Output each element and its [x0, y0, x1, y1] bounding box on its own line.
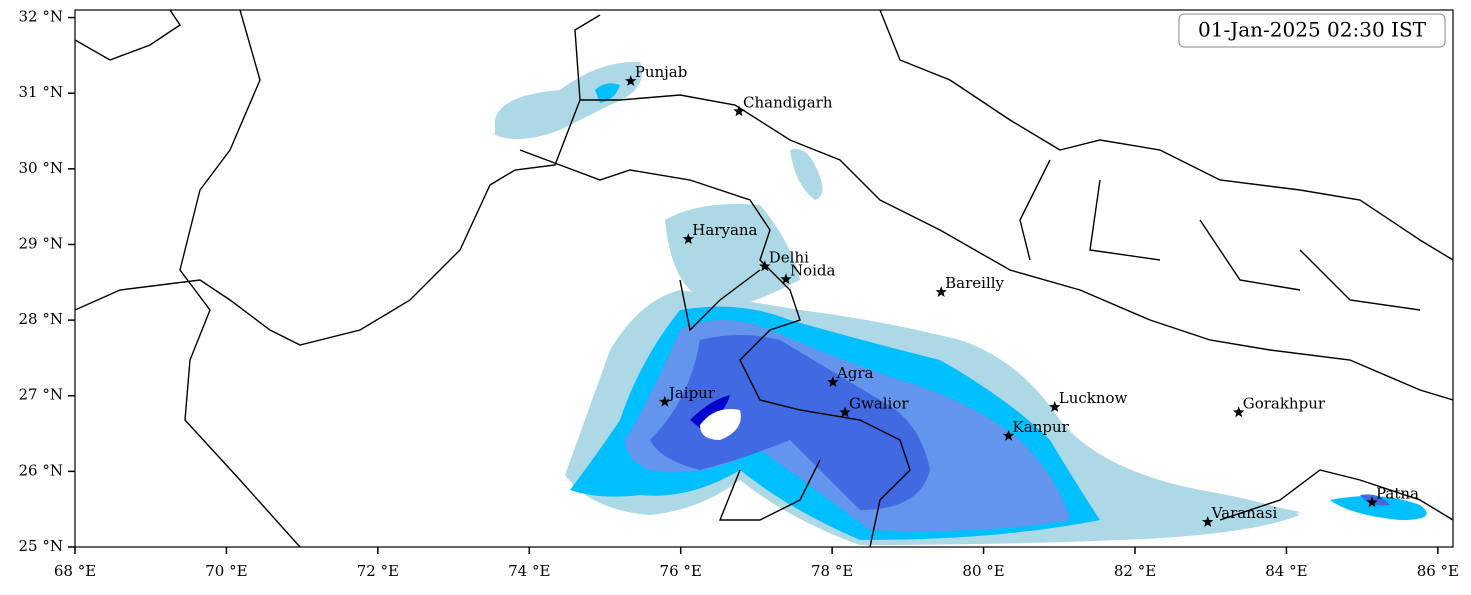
- x-tick-label: 74 °E: [508, 562, 550, 580]
- city-label: Jaipur: [667, 384, 716, 402]
- city-marker: [759, 260, 771, 272]
- timestamp-box: [1178, 13, 1446, 48]
- city-marker: [935, 286, 947, 297]
- city-label: Gwalior: [849, 394, 909, 412]
- y-tick-label: 32 °N: [19, 8, 63, 26]
- x-tick-label: 84 °E: [1265, 562, 1307, 580]
- x-tick-label: 80 °E: [962, 562, 1004, 580]
- city-marker: [625, 75, 637, 86]
- x-tick-label: 76 °E: [660, 562, 702, 580]
- city-label: Haryana: [692, 221, 757, 239]
- x-tick-label: 78 °E: [811, 562, 853, 580]
- x-tick-label: 72 °E: [357, 562, 399, 580]
- city-marker: [682, 233, 694, 244]
- precipitation: [495, 61, 1427, 545]
- y-tick-label: 29 °N: [19, 234, 63, 252]
- timestamp: 01-Jan-2025 02:30 IST: [1198, 18, 1427, 42]
- city-label: Delhi: [769, 248, 809, 266]
- y-tick-label: 31 °N: [19, 83, 63, 101]
- x-tick-label: 86 °E: [1417, 562, 1459, 580]
- y-tick-label: 30 °N: [19, 159, 63, 177]
- x-tick-label: 68 °E: [54, 562, 96, 580]
- city-label: Punjab: [635, 63, 688, 81]
- city-marker: [1002, 429, 1015, 441]
- city-marker: [1233, 406, 1245, 418]
- city-marker: [1049, 401, 1061, 412]
- y-tick-label: 26 °N: [19, 461, 63, 479]
- city-marker: [733, 105, 745, 117]
- y-tick-label: 28 °N: [19, 310, 63, 328]
- city-marker: [1202, 516, 1214, 527]
- y-tick-label: 27 °N: [19, 386, 63, 404]
- city-marker: [780, 273, 792, 285]
- city-label: Agra: [836, 364, 874, 382]
- city-label: Chandigarh: [743, 93, 833, 111]
- city-marker: [1366, 496, 1378, 508]
- map-frame: [74, 9, 1454, 548]
- borders: [75, 10, 1453, 547]
- city-label: Patna: [1376, 484, 1419, 502]
- city-label: Bareilly: [945, 274, 1004, 292]
- x-tick-label: 70 °E: [205, 562, 247, 580]
- city-marker: [839, 406, 851, 418]
- city-label: Gorakhpur: [1243, 394, 1326, 412]
- city-label: Kanpur: [1013, 418, 1070, 436]
- y-tick-label: 25 °N: [19, 537, 63, 555]
- x-tick-label: 82 °E: [1114, 562, 1156, 580]
- city-label: Lucknow: [1059, 389, 1128, 407]
- city-marker: [827, 376, 839, 387]
- city-marker: [659, 395, 671, 407]
- city-label: Noida: [790, 261, 836, 279]
- city-label: Varanasi: [1211, 504, 1278, 522]
